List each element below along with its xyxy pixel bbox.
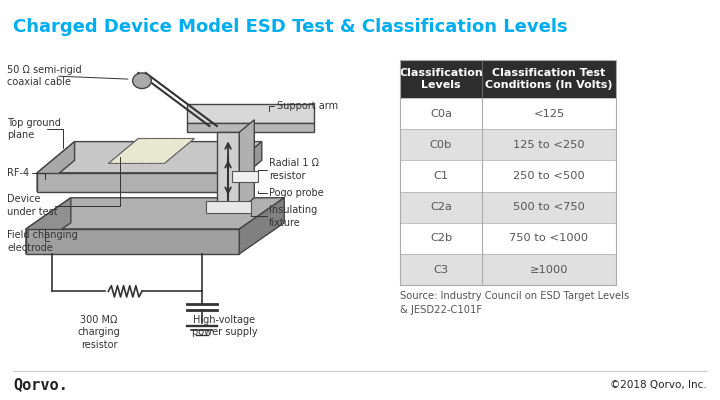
FancyBboxPatch shape	[232, 171, 258, 182]
Polygon shape	[26, 229, 239, 254]
Polygon shape	[239, 198, 284, 254]
FancyBboxPatch shape	[400, 98, 616, 129]
Text: Top ground
plane: Top ground plane	[7, 118, 61, 140]
Text: Pogo probe: Pogo probe	[269, 188, 324, 198]
Polygon shape	[37, 173, 225, 192]
Text: <125: <125	[534, 108, 564, 118]
Polygon shape	[108, 138, 194, 164]
Polygon shape	[37, 142, 75, 192]
FancyBboxPatch shape	[400, 60, 616, 98]
Text: Device
under test: Device under test	[7, 194, 58, 217]
Text: ≥1000: ≥1000	[530, 265, 568, 274]
Text: 50 Ω semi-rigid
coaxial cable: 50 Ω semi-rigid coaxial cable	[7, 65, 82, 87]
Text: Classification
Levels: Classification Levels	[399, 68, 483, 90]
Text: Insulating
fixture: Insulating fixture	[269, 205, 318, 228]
Text: C1: C1	[433, 171, 449, 181]
Circle shape	[132, 73, 151, 88]
Text: C3: C3	[433, 265, 449, 274]
Text: Support arm: Support arm	[276, 101, 338, 111]
Polygon shape	[26, 198, 284, 229]
Text: C2a: C2a	[430, 202, 452, 212]
Text: ©2018 Qorvo, Inc.: ©2018 Qorvo, Inc.	[611, 380, 707, 390]
FancyBboxPatch shape	[400, 192, 616, 223]
Polygon shape	[239, 120, 254, 210]
Text: High-voltage
power supply: High-voltage power supply	[192, 315, 257, 337]
Text: C0a: C0a	[430, 108, 452, 118]
FancyBboxPatch shape	[400, 223, 616, 254]
Polygon shape	[217, 132, 239, 210]
FancyBboxPatch shape	[400, 129, 616, 160]
FancyBboxPatch shape	[400, 254, 616, 285]
Polygon shape	[187, 104, 314, 123]
Text: C0b: C0b	[430, 140, 452, 150]
Text: C2b: C2b	[430, 234, 452, 243]
Text: 250 to <500: 250 to <500	[513, 171, 585, 181]
Polygon shape	[206, 201, 251, 213]
Text: Source: Industry Council on ESD Target Levels
& JESD22-C101F: Source: Industry Council on ESD Target L…	[400, 291, 629, 315]
Text: RF-4: RF-4	[7, 168, 30, 178]
Polygon shape	[26, 198, 71, 254]
Text: 500 to <750: 500 to <750	[513, 202, 585, 212]
Text: 125 to <250: 125 to <250	[513, 140, 585, 150]
Text: Field changing
electrode: Field changing electrode	[7, 230, 78, 253]
Polygon shape	[187, 123, 314, 132]
Text: Charged Device Model ESD Test & Classification Levels: Charged Device Model ESD Test & Classifi…	[13, 18, 567, 36]
Text: Qorvo.: Qorvo.	[13, 377, 68, 392]
Text: Classification Test
Conditions (In Volts): Classification Test Conditions (In Volts…	[485, 68, 613, 90]
Text: 300 MΩ
charging
resistor: 300 MΩ charging resistor	[78, 315, 120, 350]
FancyBboxPatch shape	[400, 160, 616, 192]
Polygon shape	[37, 142, 262, 173]
Text: 750 to <1000: 750 to <1000	[510, 234, 588, 243]
Polygon shape	[225, 142, 262, 192]
Text: Radial 1 Ω
resistor: Radial 1 Ω resistor	[269, 158, 319, 181]
